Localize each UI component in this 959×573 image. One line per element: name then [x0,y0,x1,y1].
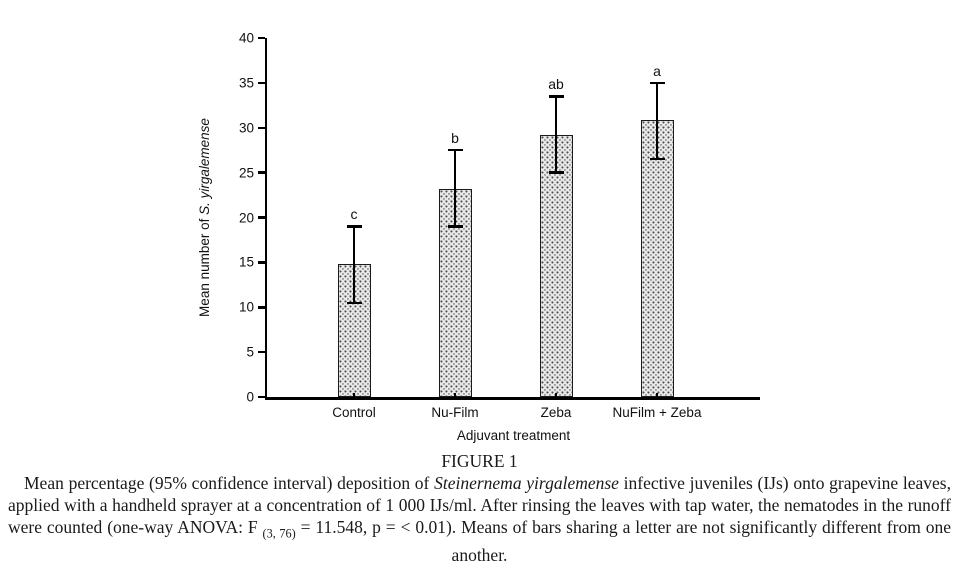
plot-area: 0 5 10 15 20 25 30 35 40 c Control b Nu-Film ab Zeba a N… [239,31,760,443]
caption-segment: Mean percentage (95% confidence interval… [24,473,435,493]
error-bar-line [655,82,659,160]
error-bar-cap-bottom [548,171,564,174]
caption-segment: Steinernema yirgalemense [434,473,619,493]
y-tick-mark [257,81,265,85]
y-tick-mark [257,216,265,219]
figure-caption-text: Mean percentage (95% confidence interval… [8,472,951,566]
error-bar-line [453,150,457,227]
bar-nufilm-zeba [640,119,674,397]
y-tick-mark [257,350,265,354]
x-tick-mark [352,393,356,397]
y-tick-label: 20 [238,210,254,225]
y-tick-mark [257,171,265,174]
y-tick-mark [257,395,265,399]
x-tick-mark [655,393,659,397]
y-tick-label: 30 [238,120,254,136]
bar-zeba [539,134,573,397]
x-category-label: Zeba [540,405,572,420]
x-tick-mark [453,393,457,397]
error-bar-line [352,226,356,303]
y-tick-label: 35 [238,75,254,91]
y-tick-mark [257,36,265,40]
y-tick-label: 10 [238,299,254,315]
caption-segment: = 11.548, p = < 0.01). Means of bars sha… [295,517,951,566]
error-bar-cap-bottom [346,301,362,305]
figure-caption: FIGURE 1 Mean percentage (95% confidence… [8,450,951,573]
error-bar-cap-bottom [649,157,665,161]
x-category-label: Nu-Film [431,405,479,420]
significance-letter: ab [548,76,564,93]
y-tick-label: 0 [246,389,254,405]
error-bar-cap-top [346,225,362,228]
error-bar-cap-top [548,95,564,98]
error-bar-cap-top [649,81,665,85]
y-tick-label: 40 [238,30,254,46]
x-category-label: NuFilm + Zeba [612,405,702,420]
y-tick-label: 15 [238,254,254,270]
caption-segment: infective juveniles (IJs) onto grapevine… [8,473,951,537]
significance-letter: a [653,62,661,79]
y-tick-mark [257,261,265,264]
y-axis-title: Mean number of S. yirgalemense [197,38,216,397]
y-tick-label: 25 [238,165,254,181]
error-bar-cap-bottom [447,225,463,228]
caption-segment: S. yirgalemense [197,118,212,215]
x-category-label: Control [332,405,376,420]
y-tick-mark [257,126,265,129]
significance-letter: c [350,206,358,223]
figure-caption-title: FIGURE 1 [441,451,518,471]
x-tick-mark [554,393,558,397]
error-bar-cap-top [447,148,463,152]
error-bar-line [554,96,558,173]
y-tick-label: 5 [246,344,254,360]
caption-segment: Mean number of [197,214,212,317]
caption-segment: (3, 76) [262,526,296,541]
y-tick-mark [257,306,265,309]
x-axis-title: Adjuvant treatment [456,428,571,443]
significance-letter: b [451,130,459,147]
